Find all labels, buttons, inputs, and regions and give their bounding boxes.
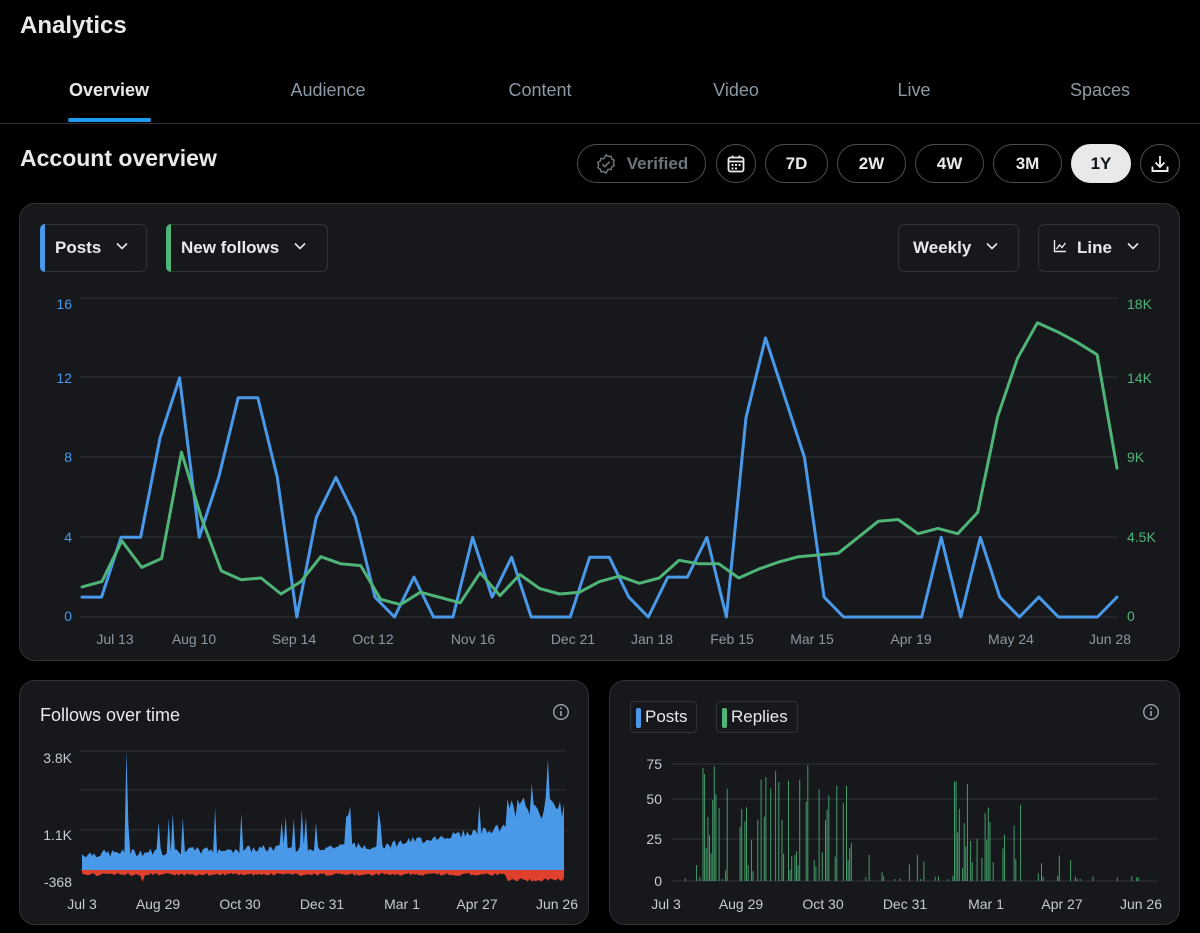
line-chart-icon <box>1053 238 1067 258</box>
legend-posts-label: Posts <box>645 707 688 726</box>
x-tick-label: Jun 28 <box>1089 631 1131 647</box>
x-tick-label: Sep 14 <box>272 631 317 647</box>
range-2w-button[interactable]: 2W <box>837 144 906 183</box>
x-tick-label: Aug 29 <box>719 896 764 912</box>
y-tick-label: -368 <box>44 874 72 890</box>
x-tick-label: Aug 10 <box>172 631 217 647</box>
y-tick-label: 0 <box>654 873 662 889</box>
tab-overview[interactable]: Overview <box>68 80 150 100</box>
y-right-tick-label: 4.5K <box>1127 529 1156 545</box>
x-tick-label: Oct 30 <box>219 896 260 912</box>
posts-color-swatch <box>40 224 45 272</box>
y-left-tick-label: 12 <box>56 370 72 386</box>
tab-content[interactable]: Content <box>508 80 572 100</box>
chevron-down-icon <box>115 238 129 258</box>
interval-label: Weekly <box>913 238 972 257</box>
range-4w-button[interactable]: 4W <box>915 144 984 183</box>
download-button[interactable] <box>1140 144 1180 183</box>
x-tick-label: Dec 31 <box>883 896 928 912</box>
x-tick-label: Jun 26 <box>536 896 578 912</box>
chevron-down-icon <box>985 238 999 258</box>
range-3m-button[interactable]: 3M <box>993 144 1062 183</box>
x-tick-label: Dec 31 <box>300 896 345 912</box>
tab-bar: Overview Audience Content Video Live Spa… <box>0 62 1200 124</box>
tab-live[interactable]: Live <box>897 80 931 100</box>
range-1y-button[interactable]: 1Y <box>1071 144 1131 183</box>
follows-card-title: Follows over time <box>40 705 181 725</box>
chart-type-dropdown[interactable]: Line <box>1038 224 1160 272</box>
verified-check-icon <box>595 153 617 175</box>
x-tick-label: Jun 26 <box>1120 896 1162 912</box>
x-tick-label: Apr 27 <box>1041 896 1082 912</box>
verified-filter-button[interactable]: Verified <box>577 144 706 183</box>
tab-video[interactable]: Video <box>713 80 759 100</box>
y-right-tick-label: 0 <box>1127 608 1135 624</box>
y-tick-label: 25 <box>646 831 662 847</box>
info-icon[interactable] <box>1142 703 1160 721</box>
x-tick-label: Feb 15 <box>710 631 754 647</box>
follows-color-swatch <box>166 224 171 272</box>
x-tick-label: Mar 1 <box>968 896 1004 912</box>
chart-type-label: Line <box>1077 238 1112 257</box>
y-left-tick-label: 8 <box>64 449 72 465</box>
x-tick-label: Apr 19 <box>890 631 931 647</box>
y-tick-label: 75 <box>646 756 662 772</box>
tab-audience[interactable]: Audience <box>290 80 366 100</box>
interval-dropdown[interactable]: Weekly <box>898 224 1019 272</box>
y-tick-label: 3.8K <box>43 750 72 766</box>
y-left-tick-label: 0 <box>64 608 72 624</box>
range-7d-button[interactable]: 7D <box>765 144 828 183</box>
metric2-label: New follows <box>181 238 280 257</box>
calendar-button[interactable] <box>716 144 756 183</box>
posts-swatch <box>636 708 641 728</box>
metric1-label: Posts <box>55 238 102 257</box>
x-tick-label: Nov 16 <box>451 631 496 647</box>
x-tick-label: Oct 12 <box>352 631 393 647</box>
x-tick-label: Jul 3 <box>67 896 97 912</box>
chevron-down-icon <box>293 238 307 258</box>
x-tick-label: Aug 29 <box>136 896 181 912</box>
section-title: Account overview <box>20 145 217 171</box>
unfollows-bars <box>82 870 564 882</box>
info-icon[interactable] <box>552 703 570 721</box>
x-tick-label: Jul 13 <box>96 631 134 647</box>
x-tick-label: Apr 27 <box>456 896 497 912</box>
y-right-tick-label: 9K <box>1127 449 1145 465</box>
x-tick-label: Mar 15 <box>790 631 834 647</box>
metric2-dropdown[interactable]: New follows <box>166 224 328 272</box>
calendar-icon <box>726 154 746 174</box>
follows-bars <box>82 750 564 870</box>
page-title: Analytics <box>20 12 127 39</box>
tab-spaces[interactable]: Spaces <box>1069 80 1131 100</box>
posts-line <box>80 336 1119 619</box>
y-left-tick-label: 16 <box>56 296 72 312</box>
y-tick-label: 50 <box>646 791 662 807</box>
active-tab-indicator <box>68 118 151 122</box>
x-tick-label: Mar 1 <box>384 896 420 912</box>
legend-posts[interactable]: Posts <box>630 701 697 733</box>
metric1-dropdown[interactable]: Posts <box>40 224 147 272</box>
x-tick-label: Oct 30 <box>802 896 843 912</box>
y-tick-label: 1.1K <box>43 827 72 843</box>
x-tick-label: Dec 21 <box>551 631 596 647</box>
main-chart-card: Posts New follows Weekly Line <box>19 203 1180 661</box>
x-tick-label: May 24 <box>988 631 1034 647</box>
follows-card: Follows over time <box>19 680 589 925</box>
y-left-tick-label: 4 <box>64 529 72 545</box>
y-right-tick-label: 14K <box>1127 370 1153 386</box>
chevron-down-icon <box>1126 238 1140 258</box>
legend-replies[interactable]: Replies <box>716 701 798 733</box>
new-follows-line <box>80 321 1119 607</box>
x-tick-label: Jul 3 <box>651 896 681 912</box>
verified-label: Verified <box>626 153 689 173</box>
y-right-tick-label: 18K <box>1127 296 1153 312</box>
replies-swatch <box>722 708 727 728</box>
x-tick-label: Jan 18 <box>631 631 673 647</box>
legend-replies-label: Replies <box>731 707 788 726</box>
download-icon <box>1150 154 1170 174</box>
